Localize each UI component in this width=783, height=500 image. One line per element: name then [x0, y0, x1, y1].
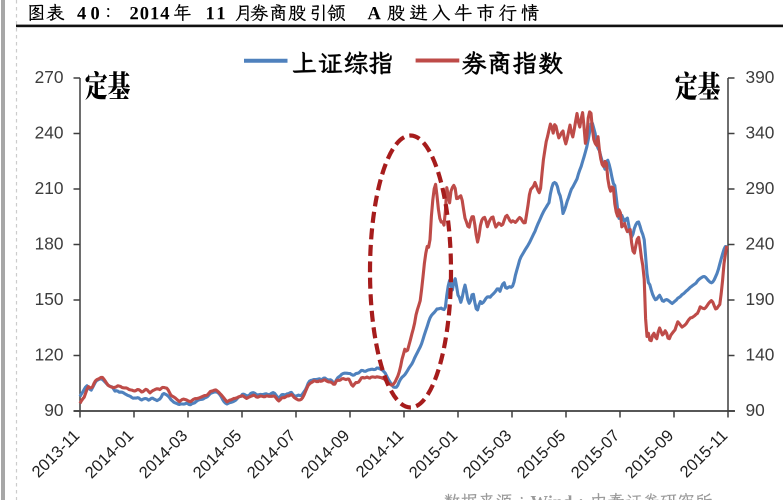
svg-text:240: 240: [35, 123, 64, 143]
svg-text:390: 390: [746, 67, 775, 87]
svg-text:270: 270: [35, 67, 64, 87]
svg-text:140: 140: [746, 345, 775, 365]
svg-text:290: 290: [746, 178, 775, 198]
svg-text:210: 210: [35, 178, 64, 198]
svg-text:180: 180: [35, 234, 64, 254]
svg-text:120: 120: [35, 345, 64, 365]
svg-text:240: 240: [746, 234, 775, 254]
svg-text:90: 90: [44, 400, 63, 420]
svg-text:190: 190: [746, 289, 775, 309]
svg-text:150: 150: [35, 289, 64, 309]
svg-text:340: 340: [746, 123, 775, 143]
svg-text:90: 90: [746, 400, 765, 420]
